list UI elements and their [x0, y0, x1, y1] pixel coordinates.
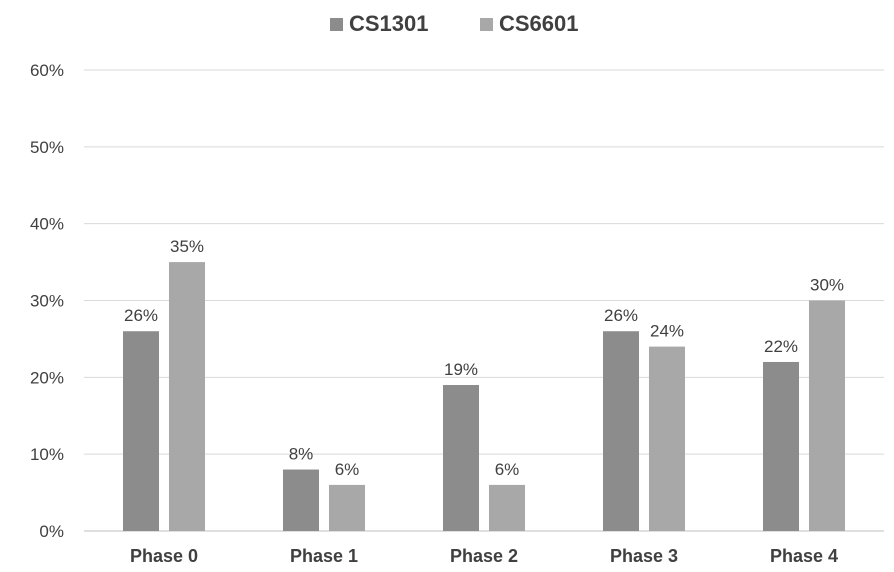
- y-tick-label: 30%: [30, 292, 64, 311]
- x-tick-label: Phase 4: [770, 546, 838, 566]
- legend-label: CS6601: [499, 11, 579, 36]
- bar-cs1301-phase-1: [283, 469, 319, 531]
- bar-cs6601-phase-2: [489, 484, 525, 531]
- y-axis-ticks: 0% 10% 20% 30% 40% 50% 60%: [30, 61, 64, 541]
- bar-cs1301-phase-2: [443, 385, 479, 531]
- x-tick-label: Phase 2: [450, 546, 518, 566]
- data-label: 26%: [604, 306, 638, 325]
- y-tick-label: 40%: [30, 215, 64, 234]
- bar-cs6601-phase-0: [169, 262, 205, 531]
- x-tick-label: Phase 1: [290, 546, 358, 566]
- data-label: 6%: [335, 460, 360, 479]
- x-axis-ticks: Phase 0 Phase 1 Phase 2 Phase 3 Phase 4: [130, 546, 838, 566]
- data-label: 26%: [124, 306, 158, 325]
- gridlines: [84, 69, 884, 532]
- bars: [123, 262, 845, 531]
- y-tick-label: 0%: [39, 522, 64, 541]
- y-tick-label: 10%: [30, 445, 64, 464]
- data-label: 24%: [650, 322, 684, 341]
- legend-item-cs1301: CS1301: [330, 11, 429, 36]
- data-label: 6%: [495, 460, 520, 479]
- x-tick-label: Phase 3: [610, 546, 678, 566]
- data-label: 19%: [444, 360, 478, 379]
- bar-cs6601-phase-3: [649, 346, 685, 531]
- data-label: 35%: [170, 237, 204, 256]
- legend: CS1301 CS6601: [330, 11, 579, 36]
- legend-label: CS1301: [349, 11, 429, 36]
- y-tick-label: 20%: [30, 368, 64, 387]
- data-label: 30%: [810, 276, 844, 295]
- legend-swatch: [330, 18, 343, 31]
- bar-cs1301-phase-0: [123, 331, 159, 531]
- bar-cs1301-phase-3: [603, 331, 639, 531]
- data-label: 8%: [289, 445, 314, 464]
- legend-item-cs6601: CS6601: [480, 11, 579, 36]
- bar-cs1301-phase-4: [763, 361, 799, 531]
- bar-cs6601-phase-4: [809, 300, 845, 531]
- data-label: 22%: [764, 337, 798, 356]
- legend-swatch: [480, 18, 493, 31]
- y-tick-label: 50%: [30, 138, 64, 157]
- x-tick-label: Phase 0: [130, 546, 198, 566]
- y-tick-label: 60%: [30, 61, 64, 80]
- data-labels: 26% 35% 8% 6% 19% 6% 26% 24% 22% 30%: [124, 237, 844, 479]
- bar-cs6601-phase-1: [329, 484, 365, 531]
